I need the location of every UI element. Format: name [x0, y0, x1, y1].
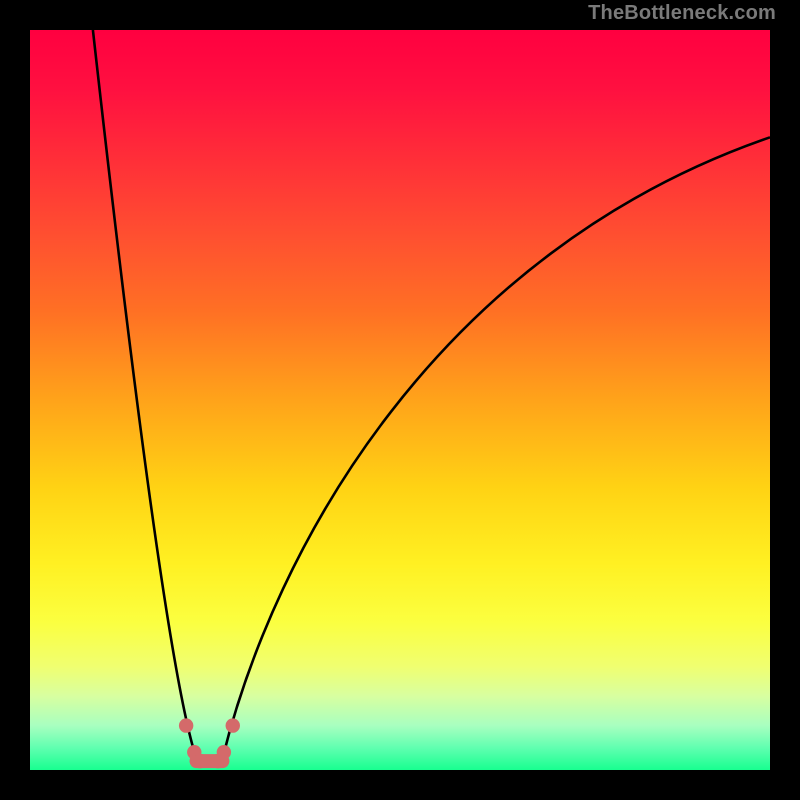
watermark-text: TheBottleneck.com: [588, 2, 776, 25]
bottleneck-chart: [0, 0, 800, 800]
chart-container: { "watermark": { "text": "TheBottleneck.…: [0, 0, 800, 800]
marker-dot: [193, 754, 207, 768]
marker-dot: [217, 745, 231, 759]
marker-dot: [179, 718, 193, 732]
marker-dot: [226, 718, 240, 732]
